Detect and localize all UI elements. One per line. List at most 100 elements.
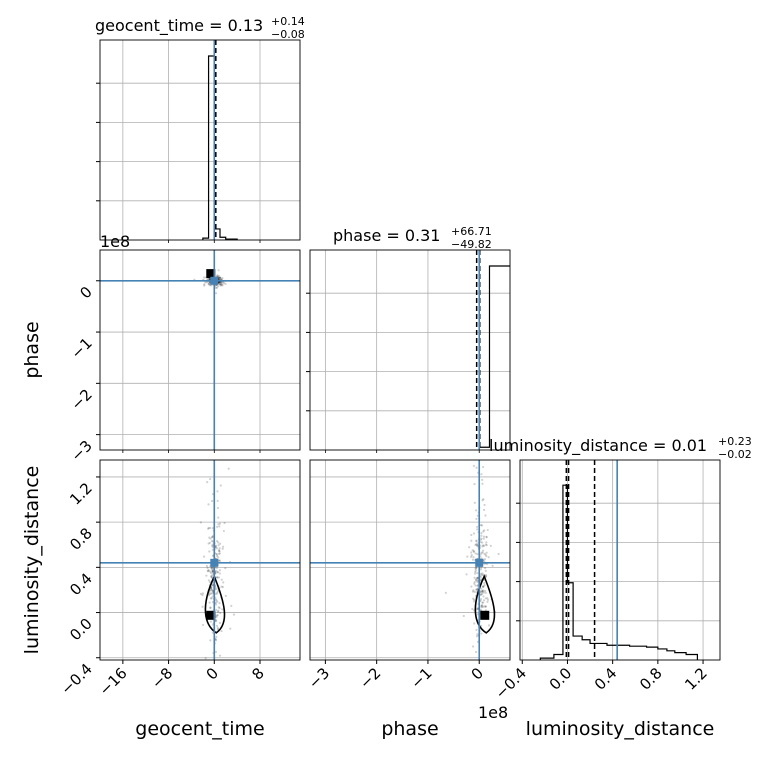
sample-point-luminosity-distance-vs-phase [480,551,483,554]
sample-point-luminosity-distance-vs-geocent-time [216,525,219,528]
sample-point-luminosity-distance-vs-phase [485,541,488,544]
title-phase-sup: +66.71 [451,225,492,238]
sample-point-luminosity-distance-vs-geocent-time [211,631,214,634]
sample-point-luminosity-distance-vs-phase [479,608,482,612]
sample-point-luminosity-distance-vs-geocent-time [216,576,219,579]
sample-point-luminosity-distance-vs-geocent-time [221,585,224,589]
sample-point-luminosity-distance-vs-phase [473,501,476,504]
sample-point-luminosity-distance-vs-phase [473,581,476,584]
sample-point-luminosity-distance-vs-phase [480,473,483,476]
sample-point-luminosity-distance-vs-phase [472,464,476,467]
sample-point-luminosity-distance-vs-phase [486,600,489,604]
sample-point-luminosity-distance-vs-geocent-time [215,539,219,543]
sample-point-luminosity-distance-vs-geocent-time [201,592,205,595]
sample-point-luminosity-distance-vs-geocent-time [214,601,217,604]
sample-point-luminosity-distance-vs-phase [475,608,478,611]
sample-point-luminosity-distance-vs-geocent-time [216,590,220,593]
sample-point-luminosity-distance-vs-phase [468,546,471,549]
sample-point-luminosity-distance-vs-phase [481,605,485,608]
sample-point-luminosity-distance-vs-phase [479,578,482,581]
sample-point-luminosity-distance-vs-phase [476,544,479,548]
sample-point-luminosity-distance-vs-phase [476,633,479,636]
sample-point-luminosity-distance-vs-geocent-time [218,654,222,657]
sample-point-luminosity-distance-vs-geocent-time [216,626,219,630]
plot-area-luminosity-distance-vs-phase [310,460,510,660]
sample-point-luminosity-distance-vs-phase [486,598,490,602]
sample-point-luminosity-distance-vs-phase [479,553,482,556]
sample-point-phase-vs-geocent-time [214,292,218,295]
sample-point-luminosity-distance-vs-phase [480,524,484,527]
sample-point-luminosity-distance-vs-phase [470,551,473,554]
plot-area-luminosity-distance-vs-geocent-time [100,460,300,660]
sample-point-luminosity-distance-vs-geocent-time [208,601,211,604]
sample-point-luminosity-distance-vs-phase [471,549,474,552]
sample-point-luminosity-distance-vs-phase [481,590,484,593]
truth-marker-luminosity-distance-vs-phase [475,558,484,567]
sample-point-luminosity-distance-vs-phase [482,560,486,563]
sample-point-luminosity-distance-vs-phase [472,556,475,559]
sample-point-luminosity-distance-vs-geocent-time [207,594,211,597]
sample-point-luminosity-distance-vs-geocent-time [209,639,212,642]
sample-point-luminosity-distance-vs-phase [471,590,475,593]
sample-point-luminosity-distance-vs-geocent-time [210,574,213,577]
sample-point-luminosity-distance-vs-geocent-time [215,566,218,570]
sample-point-luminosity-distance-vs-geocent-time [219,611,222,615]
offset-label-phase-y: 1e8 [100,232,130,251]
sample-point-luminosity-distance-vs-geocent-time [218,621,222,625]
sample-point-phase-vs-geocent-time [207,282,210,285]
sample-point-luminosity-distance-vs-geocent-time [211,536,214,539]
sample-point-luminosity-distance-vs-phase [481,589,484,592]
sample-point-phase-vs-geocent-time [219,281,223,284]
panel-frame-phase-vs-geocent-time [99,249,301,451]
sample-point-luminosity-distance-vs-phase [491,564,494,567]
sample-point-luminosity-distance-vs-phase [444,591,447,594]
sample-point-luminosity-distance-vs-phase [482,595,485,598]
sample-point-luminosity-distance-vs-phase [476,576,479,580]
sample-point-luminosity-distance-vs-phase [485,555,488,558]
sample-point-luminosity-distance-vs-geocent-time [218,525,221,528]
sample-point-luminosity-distance-vs-phase [475,588,478,591]
sample-point-luminosity-distance-vs-geocent-time [211,590,214,593]
sample-point-luminosity-distance-vs-phase [484,569,487,572]
sample-point-phase-vs-geocent-time [220,283,223,287]
sample-point-phase-vs-geocent-time [218,283,221,286]
sample-point-luminosity-distance-vs-phase [484,597,487,600]
sample-point-luminosity-distance-vs-phase [473,482,476,486]
sample-point-luminosity-distance-vs-geocent-time [209,570,212,573]
sample-point-luminosity-distance-vs-phase [475,628,478,631]
sample-point-luminosity-distance-vs-geocent-time [215,569,218,572]
sample-point-luminosity-distance-vs-phase [481,585,485,588]
histogram-luminosity-distance [539,484,699,660]
sample-point-luminosity-distance-vs-geocent-time [217,516,220,519]
panel-frame-geocent-time-vs-geocent-time [99,39,301,241]
sample-point-luminosity-distance-vs-phase [486,528,489,532]
sample-point-luminosity-distance-vs-geocent-time [216,570,219,573]
sample-point-luminosity-distance-vs-geocent-time [216,628,220,631]
sample-point-luminosity-distance-vs-phase [482,530,485,533]
sample-point-luminosity-distance-vs-geocent-time [209,537,212,540]
sample-point-luminosity-distance-vs-phase [481,478,484,481]
sample-point-luminosity-distance-vs-phase [479,538,482,541]
sample-point-luminosity-distance-vs-geocent-time [207,503,210,506]
sample-point-luminosity-distance-vs-geocent-time [215,552,218,556]
sample-point-luminosity-distance-vs-geocent-time [210,540,214,543]
sample-point-luminosity-distance-vs-geocent-time [222,581,225,584]
sample-point-luminosity-distance-vs-geocent-time [207,542,210,545]
sample-point-luminosity-distance-vs-phase [473,590,476,594]
sample-point-phase-vs-geocent-time [203,276,206,279]
sample-point-luminosity-distance-vs-geocent-time [209,606,212,609]
sample-point-luminosity-distance-vs-phase [482,599,486,602]
offset-label-phase-x: 1e8 [478,703,508,722]
sample-point-luminosity-distance-vs-phase [476,588,479,591]
sample-point-luminosity-distance-vs-phase [475,525,479,529]
y-axis-label-phase: phase [21,321,43,378]
sample-point-luminosity-distance-vs-geocent-time [209,592,212,595]
sample-point-luminosity-distance-vs-geocent-time [206,566,209,569]
contour-luminosity-distance-vs-geocent-time [204,574,226,634]
sample-point-luminosity-distance-vs-phase [480,632,483,635]
sample-point-luminosity-distance-vs-geocent-time [209,597,212,600]
sample-point-luminosity-distance-vs-phase [480,534,483,537]
sample-point-luminosity-distance-vs-geocent-time [215,547,218,550]
sample-point-phase-vs-geocent-time [218,276,222,279]
